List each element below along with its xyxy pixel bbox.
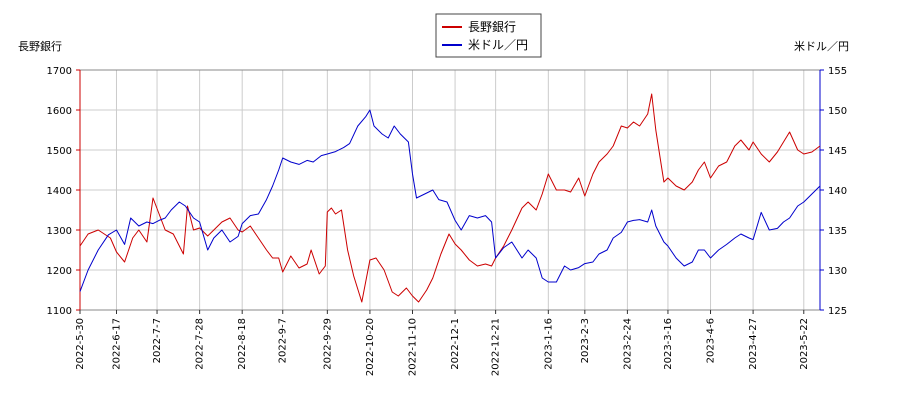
x-tick-label: 2023-2-3 <box>580 318 591 363</box>
legend-label-series-2: 米ドル／円 <box>468 38 528 52</box>
x-tick-label: 2022-6-17 <box>111 318 122 370</box>
y-left-ticks: 1100 1200 1300 1400 1500 1600 1700 <box>47 66 80 317</box>
y-right-tick-label: 130 <box>828 266 847 277</box>
y-left-title: 長野銀行 <box>18 39 62 53</box>
x-tick-label: 2022-9-7 <box>278 318 289 363</box>
y-right-ticks: 125 130 135 140 145 150 155 <box>820 66 847 317</box>
y-right-tick-label: 150 <box>828 106 847 117</box>
x-tick-label: 2023-4-6 <box>706 318 717 363</box>
series-layer <box>79 93 821 303</box>
x-tick-label: 2022-7-28 <box>195 318 206 370</box>
x-tick-label: 2023-1-16 <box>543 318 554 370</box>
y-left-tick-label: 1500 <box>47 146 72 157</box>
y-left-tick-label: 1100 <box>47 306 72 317</box>
y-right-tick-label: 145 <box>828 146 847 157</box>
series-line-1 <box>79 93 821 303</box>
x-tick-label: 2022-5-30 <box>75 318 86 370</box>
y-left-tick-label: 1300 <box>47 226 72 237</box>
x-tick-label: 2022-7-7 <box>152 318 163 363</box>
y-right-tick-label: 155 <box>828 66 847 77</box>
y-left-tick-label: 1700 <box>47 66 72 77</box>
legend: 長野銀行 米ドル／円 <box>435 13 542 58</box>
y-left-tick-label: 1400 <box>47 186 72 197</box>
x-tick-label: 2022-8-18 <box>237 318 248 370</box>
grid <box>79 69 820 311</box>
y-right-title: 米ドル／円 <box>794 40 849 53</box>
y-right-tick-label: 140 <box>828 186 847 197</box>
x-ticks: 2022-5-30 2022-6-17 2022-7-7 2022-7-28 2022-… <box>75 310 810 376</box>
legend-box <box>435 13 542 58</box>
legend-label-series-1: 長野銀行 <box>468 20 516 34</box>
x-tick-label: 2023-4-27 <box>748 318 759 370</box>
x-tick-label: 2023-2-24 <box>622 318 633 370</box>
y-right-tick-label: 135 <box>828 226 847 237</box>
x-tick-label: 2023-5-22 <box>799 318 810 370</box>
y-left-tick-label: 1200 <box>47 266 72 277</box>
series-line-2 <box>79 109 821 292</box>
x-tick-label: 2023-3-16 <box>663 318 674 370</box>
x-tick-label: 2022-12-21 <box>491 318 502 376</box>
x-tick-label: 2022-12-1 <box>450 318 461 370</box>
y-left-tick-label: 1600 <box>47 106 72 117</box>
x-tick-label: 2022-11-10 <box>407 318 418 376</box>
x-tick-label: 2022-9-29 <box>322 318 333 370</box>
x-tick-label: 2022-10-20 <box>365 318 376 376</box>
y-right-tick-label: 125 <box>828 306 847 317</box>
